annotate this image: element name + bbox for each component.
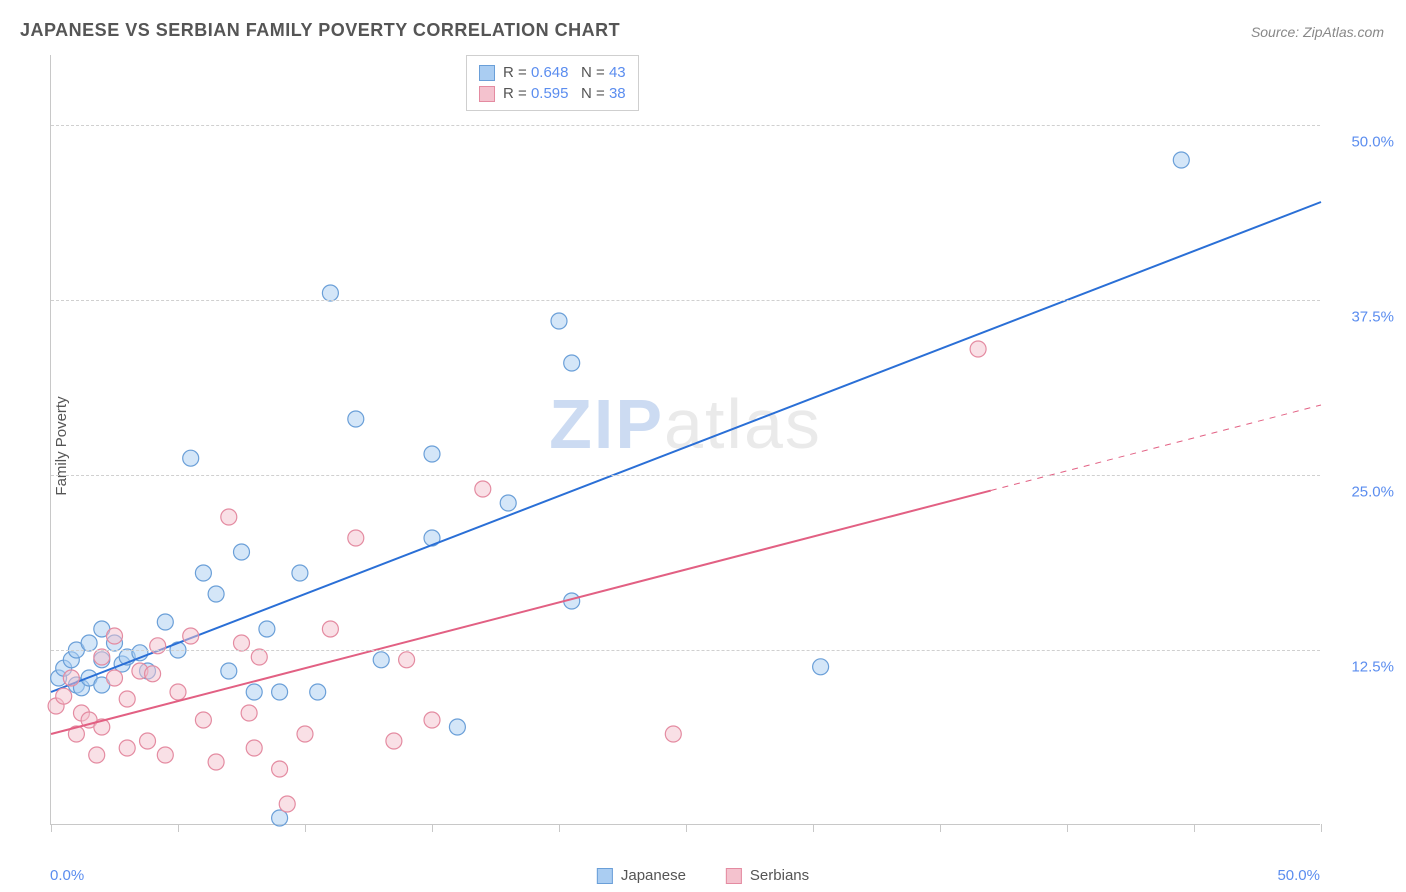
data-point	[234, 544, 250, 560]
y-tick-label: 25.0%	[1351, 484, 1394, 501]
data-point	[348, 411, 364, 427]
legend-item: Serbians	[726, 867, 809, 884]
data-point	[449, 719, 465, 735]
data-point	[399, 652, 415, 668]
data-point	[107, 628, 123, 644]
data-point	[292, 565, 308, 581]
data-point	[56, 688, 72, 704]
trend-line	[51, 202, 1321, 692]
y-tick-label: 37.5%	[1351, 309, 1394, 326]
data-point	[246, 740, 262, 756]
legend-swatch	[479, 86, 495, 102]
data-point	[246, 684, 262, 700]
data-point	[195, 712, 211, 728]
data-point	[221, 663, 237, 679]
x-tick	[305, 824, 306, 832]
data-point	[310, 684, 326, 700]
data-point	[63, 670, 79, 686]
data-point	[94, 649, 110, 665]
x-tick	[813, 824, 814, 832]
data-point	[813, 659, 829, 675]
data-point	[272, 810, 288, 826]
data-point	[1173, 152, 1189, 168]
data-point	[970, 341, 986, 357]
data-point	[386, 733, 402, 749]
data-point	[183, 450, 199, 466]
data-point	[348, 530, 364, 546]
data-point	[157, 747, 173, 763]
y-tick-label: 12.5%	[1351, 659, 1394, 676]
y-tick-label: 50.0%	[1351, 134, 1394, 151]
data-point	[475, 481, 491, 497]
x-tick	[1067, 824, 1068, 832]
data-point	[119, 740, 135, 756]
data-point	[500, 495, 516, 511]
legend-item: Japanese	[597, 867, 686, 884]
data-point	[322, 285, 338, 301]
data-point	[259, 621, 275, 637]
gridline	[51, 125, 1320, 126]
data-point	[107, 670, 123, 686]
data-point	[272, 761, 288, 777]
x-tick	[940, 824, 941, 832]
data-point	[208, 754, 224, 770]
data-point	[251, 649, 267, 665]
gridline	[51, 300, 1320, 301]
legend-swatch	[597, 868, 613, 884]
data-point	[145, 666, 161, 682]
data-point	[241, 705, 257, 721]
data-point	[150, 638, 166, 654]
trend-line	[51, 491, 991, 734]
data-point	[183, 628, 199, 644]
data-point	[279, 796, 295, 812]
data-point	[322, 621, 338, 637]
legend-stats: R = 0.595 N = 38	[503, 85, 626, 102]
x-tick	[686, 824, 687, 832]
data-point	[81, 635, 97, 651]
x-axis-min-label: 0.0%	[50, 867, 84, 884]
legend-row: R = 0.595 N = 38	[479, 83, 626, 104]
series-legend: Japanese Serbians	[597, 867, 809, 884]
data-point	[551, 313, 567, 329]
data-point	[119, 691, 135, 707]
scatter-svg	[51, 55, 1320, 824]
data-point	[195, 565, 211, 581]
data-point	[140, 733, 156, 749]
x-tick	[178, 824, 179, 832]
legend-swatch	[479, 65, 495, 81]
x-tick	[559, 824, 560, 832]
data-point	[89, 747, 105, 763]
legend-stats: R = 0.648 N = 43	[503, 64, 626, 81]
x-tick	[1321, 824, 1322, 832]
data-point	[157, 614, 173, 630]
data-point	[234, 635, 250, 651]
x-tick	[432, 824, 433, 832]
data-point	[208, 586, 224, 602]
chart-title: JAPANESE VS SERBIAN FAMILY POVERTY CORRE…	[20, 20, 620, 41]
x-tick	[51, 824, 52, 832]
data-point	[297, 726, 313, 742]
data-point	[373, 652, 389, 668]
x-axis-max-label: 50.0%	[1277, 867, 1320, 884]
data-point	[170, 684, 186, 700]
data-point	[272, 684, 288, 700]
legend-label: Japanese	[621, 867, 686, 884]
data-point	[665, 726, 681, 742]
gridline	[51, 650, 1320, 651]
legend-swatch	[726, 868, 742, 884]
correlation-legend: R = 0.648 N = 43 R = 0.595 N = 38	[466, 55, 639, 111]
plot-area: ZIPatlas	[50, 55, 1320, 825]
data-point	[564, 355, 580, 371]
source-attribution: Source: ZipAtlas.com	[1251, 24, 1384, 40]
x-tick	[1194, 824, 1195, 832]
legend-row: R = 0.648 N = 43	[479, 62, 626, 83]
data-point	[221, 509, 237, 525]
gridline	[51, 475, 1320, 476]
data-point	[424, 446, 440, 462]
data-point	[424, 712, 440, 728]
trend-line-extrapolated	[991, 405, 1321, 491]
legend-label: Serbians	[750, 867, 809, 884]
